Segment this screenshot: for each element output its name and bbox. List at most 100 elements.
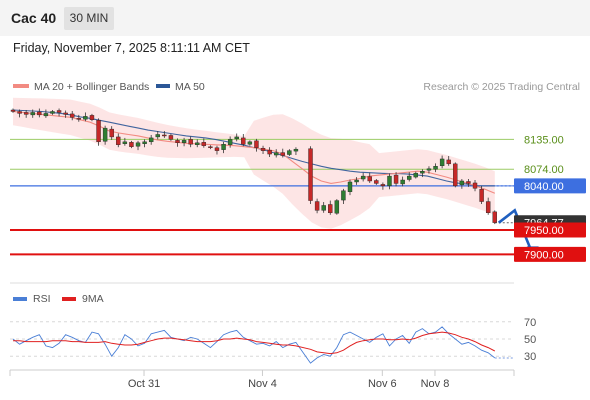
bollinger-band-area (13, 97, 495, 229)
candle-body (148, 137, 154, 143)
candle-body (208, 146, 213, 148)
candle-body (479, 189, 484, 202)
candle-body (446, 159, 451, 165)
support-label-bg (514, 222, 586, 238)
candle-body (247, 141, 253, 145)
candle-body (328, 204, 333, 214)
support-label: 7900.00 (524, 249, 564, 261)
candle-body (308, 148, 313, 201)
ma50-legend-label: MA 50 (175, 81, 205, 93)
candle-body (354, 179, 359, 183)
ma20-legend-label: MA 20 + Bollinger Bands (34, 81, 149, 93)
candle-body (459, 180, 465, 186)
rsi-tick-label: 50 (524, 334, 536, 346)
candle-body (254, 140, 259, 148)
candle-body (393, 174, 399, 184)
rsi-line (12, 326, 496, 364)
candle-body (227, 139, 233, 145)
ma20-legend-swatch (13, 84, 29, 88)
ma20-line (12, 110, 496, 194)
candle-body (380, 184, 386, 187)
candle-body (201, 142, 207, 146)
ma50-legend-swatch (156, 84, 170, 88)
candle-body (168, 135, 174, 140)
candle-body (76, 118, 82, 120)
pivot-label-bg (514, 178, 586, 194)
candle-body (135, 142, 141, 147)
candle-body (466, 181, 471, 184)
candle-body (83, 116, 88, 120)
support-label-bg (514, 246, 586, 262)
candle-body (129, 142, 134, 147)
candle-body (175, 140, 180, 143)
candle-body (347, 181, 353, 192)
resistance-label: 8135.00 (524, 134, 564, 146)
candle-body (89, 115, 95, 120)
candle-body (96, 120, 101, 143)
candle-body (472, 182, 478, 189)
candle-body (241, 137, 246, 145)
resistance-label: 8074.00 (524, 164, 564, 176)
candle-body (50, 111, 55, 114)
candle-body (116, 136, 121, 145)
rsi-ma-line (13, 331, 496, 355)
candle-body (420, 170, 425, 174)
candle-body (155, 134, 160, 138)
candle-body (287, 150, 292, 155)
candle-body (453, 163, 458, 187)
rsi-tick-label: 70 (524, 317, 536, 329)
candle-body (188, 139, 193, 145)
candle-body (400, 179, 405, 185)
candle-body (260, 147, 266, 151)
candle-body (492, 211, 497, 223)
candle-body (10, 109, 16, 112)
candle-body (195, 142, 200, 145)
candle-body (109, 128, 114, 138)
candle-body (293, 148, 299, 152)
candle-body (102, 127, 108, 142)
candle-body (387, 175, 392, 187)
candle-body (439, 158, 445, 167)
candle-body (433, 166, 438, 170)
x-axis-label: Nov 8 (421, 378, 450, 390)
candle-body (407, 175, 412, 180)
rsi-ma-legend-swatch (62, 297, 76, 301)
x-axis-label: Oct 31 (128, 378, 160, 390)
watermark: Research © 2025 Trading Central (423, 81, 580, 93)
candle-body (70, 113, 75, 118)
candle-body (43, 113, 49, 117)
candle-body (37, 111, 42, 116)
candle-body (341, 190, 346, 201)
candle-body (274, 152, 279, 156)
candle-body (267, 149, 272, 155)
rsi-ma-legend-label: 9MA (82, 293, 104, 305)
candle-body (63, 112, 68, 115)
pivot-label: 8040.00 (524, 181, 564, 193)
candle-body (56, 110, 62, 113)
candle-body (122, 141, 128, 144)
candle-body (280, 152, 285, 156)
candle-body (221, 144, 226, 150)
candle-body (234, 136, 239, 140)
x-axis-label: Nov 4 (248, 378, 277, 390)
candle-body (413, 172, 418, 178)
support-label: 7950.00 (524, 225, 564, 237)
rsi-legend-label: RSI (33, 293, 51, 305)
candle-body (314, 201, 320, 211)
rsi-legend-swatch (13, 297, 27, 301)
candle-body (30, 112, 35, 116)
candle-body (374, 180, 379, 184)
timeframe-button[interactable]: 30 MIN (64, 7, 114, 30)
candle-body (360, 175, 366, 180)
candle-body (334, 200, 340, 214)
forecast-arrow-path (497, 208, 534, 255)
candle-body (17, 111, 22, 114)
candle-body (181, 140, 187, 143)
candle-body (367, 176, 372, 182)
x-axis-label: Nov 6 (368, 378, 397, 390)
candle-body (23, 112, 29, 115)
candle-body (162, 134, 167, 137)
candle-body (142, 141, 147, 144)
instrument-title: Cac 40 (11, 10, 57, 26)
